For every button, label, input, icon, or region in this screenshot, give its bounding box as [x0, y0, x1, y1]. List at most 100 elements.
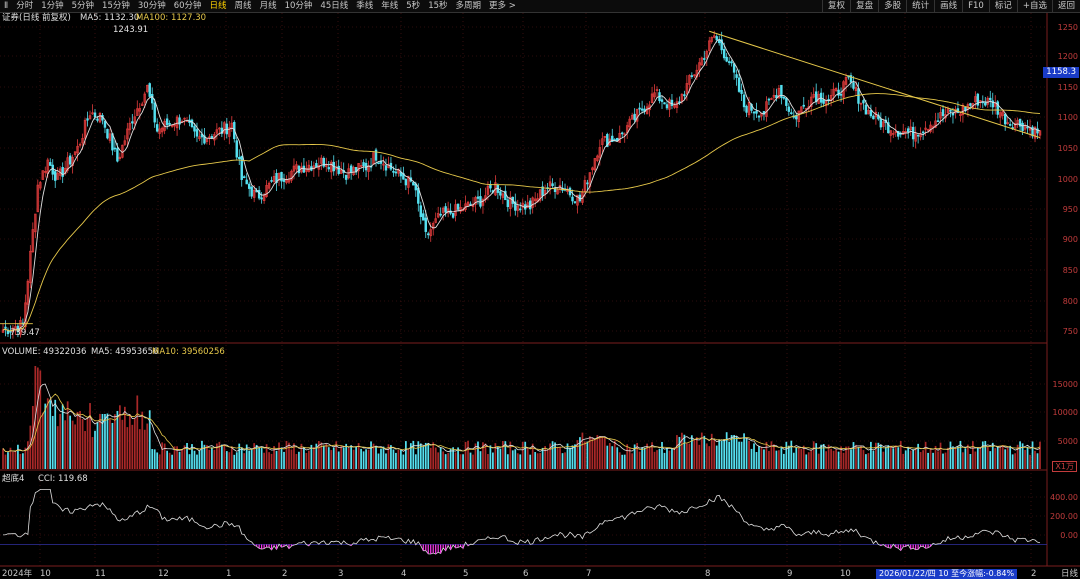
candle-body	[131, 121, 134, 124]
volume-bar	[24, 447, 27, 469]
candle-body	[727, 61, 731, 63]
volume-bar	[713, 439, 716, 469]
volume-bar	[191, 444, 193, 469]
candle-body	[277, 173, 281, 181]
volume-bar	[633, 444, 636, 469]
ma100-line	[2, 93, 1041, 332]
volume-bar	[482, 442, 484, 469]
volume-bar	[825, 451, 828, 469]
period-tab[interactable]: 月线	[259, 1, 277, 11]
function-tab[interactable]: +自选	[1016, 0, 1052, 12]
function-tab[interactable]: 统计	[906, 0, 934, 12]
volume-bar	[402, 454, 405, 469]
candle-body	[802, 104, 805, 107]
period-tab[interactable]: 更多 >	[489, 1, 516, 11]
candle-body	[941, 109, 945, 117]
candle-body	[155, 124, 159, 132]
volume-bar	[7, 452, 9, 469]
candle-body	[136, 108, 139, 116]
volume-bar	[616, 447, 619, 469]
volume-bar	[136, 395, 139, 469]
volume-ma10-legend: MA10: 39560256	[152, 347, 225, 357]
candle-body	[660, 99, 664, 102]
candle-body	[175, 116, 179, 129]
function-tab[interactable]: 复盘	[850, 0, 878, 12]
function-tab[interactable]: 画线	[934, 0, 962, 12]
volume-bar	[899, 441, 902, 469]
volume-bar	[842, 452, 845, 469]
volume-bar	[462, 454, 464, 469]
period-tab[interactable]: 分时	[16, 1, 34, 11]
period-tab[interactable]: 30分钟	[137, 1, 166, 11]
function-tab[interactable]: 返回	[1051, 0, 1080, 12]
volume-tick: 10000	[1052, 408, 1078, 417]
period-tab[interactable]: 5秒	[406, 1, 421, 11]
volume-bar	[1024, 450, 1026, 469]
volume-bar	[235, 452, 238, 469]
volume-bar	[815, 443, 818, 469]
period-tab[interactable]: 45日线	[320, 1, 349, 11]
candle-body	[93, 112, 97, 118]
period-tab[interactable]: 60分钟	[173, 1, 202, 11]
period-tabs: Ⅱ 分时 1分钟 5分钟 15分钟 30分钟 60分钟 日线 周线 月线 10分钟 45日线 季线 年线 5…	[0, 0, 520, 12]
candle-body	[292, 165, 296, 172]
volume-bar	[1031, 441, 1034, 469]
volume-bar	[357, 443, 360, 469]
function-tabs: 复权 复盘 多股 统计 画线 F10 标记 +自选 返回	[822, 0, 1080, 12]
period-tab[interactable]: Ⅱ	[4, 1, 9, 11]
volume-bar	[308, 450, 310, 469]
volume-bar	[158, 454, 161, 469]
volume-bar	[213, 449, 216, 469]
status-readout: 2026/01/22/四 10 至今涨幅:-0.84%	[876, 569, 1018, 579]
volume-bar	[489, 445, 492, 469]
volume-bar	[487, 454, 489, 469]
volume-bar	[671, 448, 673, 469]
function-tab[interactable]: 标记	[988, 0, 1017, 12]
candle-body	[989, 97, 992, 101]
volume-bar	[889, 445, 892, 469]
volume-bar	[589, 436, 591, 469]
function-tab[interactable]: 多股	[878, 0, 906, 12]
candle-body	[650, 93, 654, 104]
date-tick: 2	[1031, 569, 1037, 579]
period-tab[interactable]: 年线	[381, 1, 399, 11]
period-tab[interactable]: 周线	[234, 1, 252, 11]
volume-bar	[879, 444, 882, 469]
candle-body	[39, 182, 42, 189]
period-tab[interactable]: 多周期	[455, 1, 482, 11]
volume-bar	[944, 452, 947, 469]
function-tab[interactable]: 复权	[822, 0, 850, 12]
volume-bar	[345, 443, 348, 469]
candle-body	[54, 171, 57, 181]
volume-bar	[999, 447, 1002, 469]
volume-bar	[546, 449, 549, 469]
period-tab[interactable]: 5分钟	[71, 1, 95, 11]
volume-bar	[211, 447, 213, 469]
candle-body	[26, 280, 30, 305]
period-tab[interactable]: 10分钟	[284, 1, 313, 11]
period-tab[interactable]: 日线	[209, 1, 227, 11]
period-tab[interactable]: 季线	[356, 1, 374, 11]
volume-bar	[802, 445, 805, 469]
volume-bar	[196, 454, 198, 469]
volume-bar	[126, 427, 129, 469]
candle-body	[551, 183, 554, 187]
volume-bar	[464, 441, 467, 469]
volume-bar	[337, 451, 340, 469]
candle-body	[434, 218, 437, 223]
candle-body	[307, 164, 311, 172]
candle-body	[489, 184, 492, 189]
candle-body	[362, 162, 365, 167]
volume-bar	[623, 454, 626, 469]
volume-bar	[424, 442, 427, 469]
function-tab[interactable]: F10	[962, 0, 989, 12]
candle-body	[735, 74, 738, 78]
candle-body	[128, 122, 132, 131]
volume-bar	[12, 451, 14, 469]
candle-body	[250, 186, 253, 197]
period-tab[interactable]: 1分钟	[41, 1, 64, 11]
volume-bar	[1036, 453, 1039, 469]
period-tab[interactable]: 15秒	[428, 1, 448, 11]
period-tab[interactable]: 15分钟	[102, 1, 130, 11]
